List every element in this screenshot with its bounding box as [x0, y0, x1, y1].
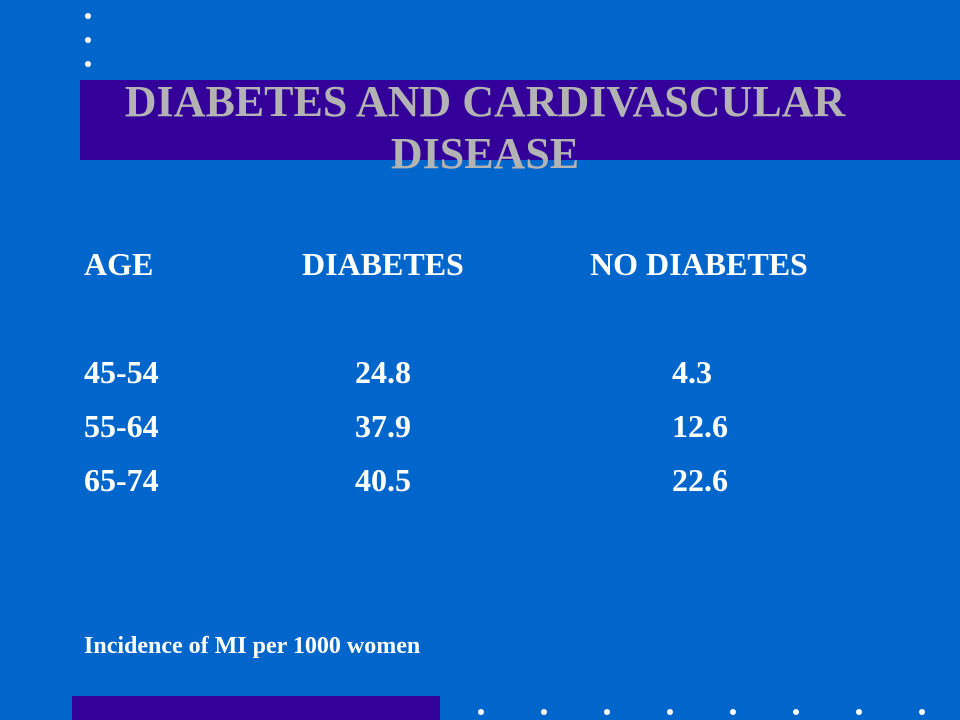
table-cell-diabetes: 37.9 — [355, 408, 411, 444]
table-cell-age: 55-64 — [84, 408, 159, 444]
table-cell-age: 45-54 — [84, 354, 159, 390]
decorative-dot — [793, 709, 799, 715]
slide-title: DIABETES AND CARDIVASCULAR DISEASE — [124, 77, 846, 178]
table-cell-no-diabetes: 4.3 — [672, 354, 712, 390]
table-cell-age: 65-74 — [84, 462, 159, 498]
column-header-age: AGE — [84, 246, 154, 282]
table-caption: Incidence of MI per 1000 women — [84, 633, 421, 659]
decorative-dot — [478, 709, 484, 715]
table-cell-no-diabetes: 12.6 — [672, 408, 728, 444]
table-cell-diabetes: 40.5 — [355, 462, 411, 498]
column-header-diabetes: DIABETES — [302, 246, 464, 282]
decorative-dot — [85, 13, 91, 19]
decorative-dot — [856, 709, 862, 715]
column-header-no-diabetes: NO DIABETES — [590, 246, 808, 282]
decorative-dot — [85, 37, 91, 43]
table-cell-diabetes: 24.8 — [355, 354, 411, 390]
decorative-dot — [541, 709, 547, 715]
title-accent-band — [80, 80, 960, 160]
decorative-dot — [85, 61, 91, 67]
table-cell-no-diabetes: 22.6 — [672, 462, 728, 498]
bottom-accent-band — [72, 696, 440, 720]
decorative-dot — [919, 709, 925, 715]
decorative-dot — [730, 709, 736, 715]
decorative-dot — [604, 709, 610, 715]
decorative-dot — [667, 709, 673, 715]
